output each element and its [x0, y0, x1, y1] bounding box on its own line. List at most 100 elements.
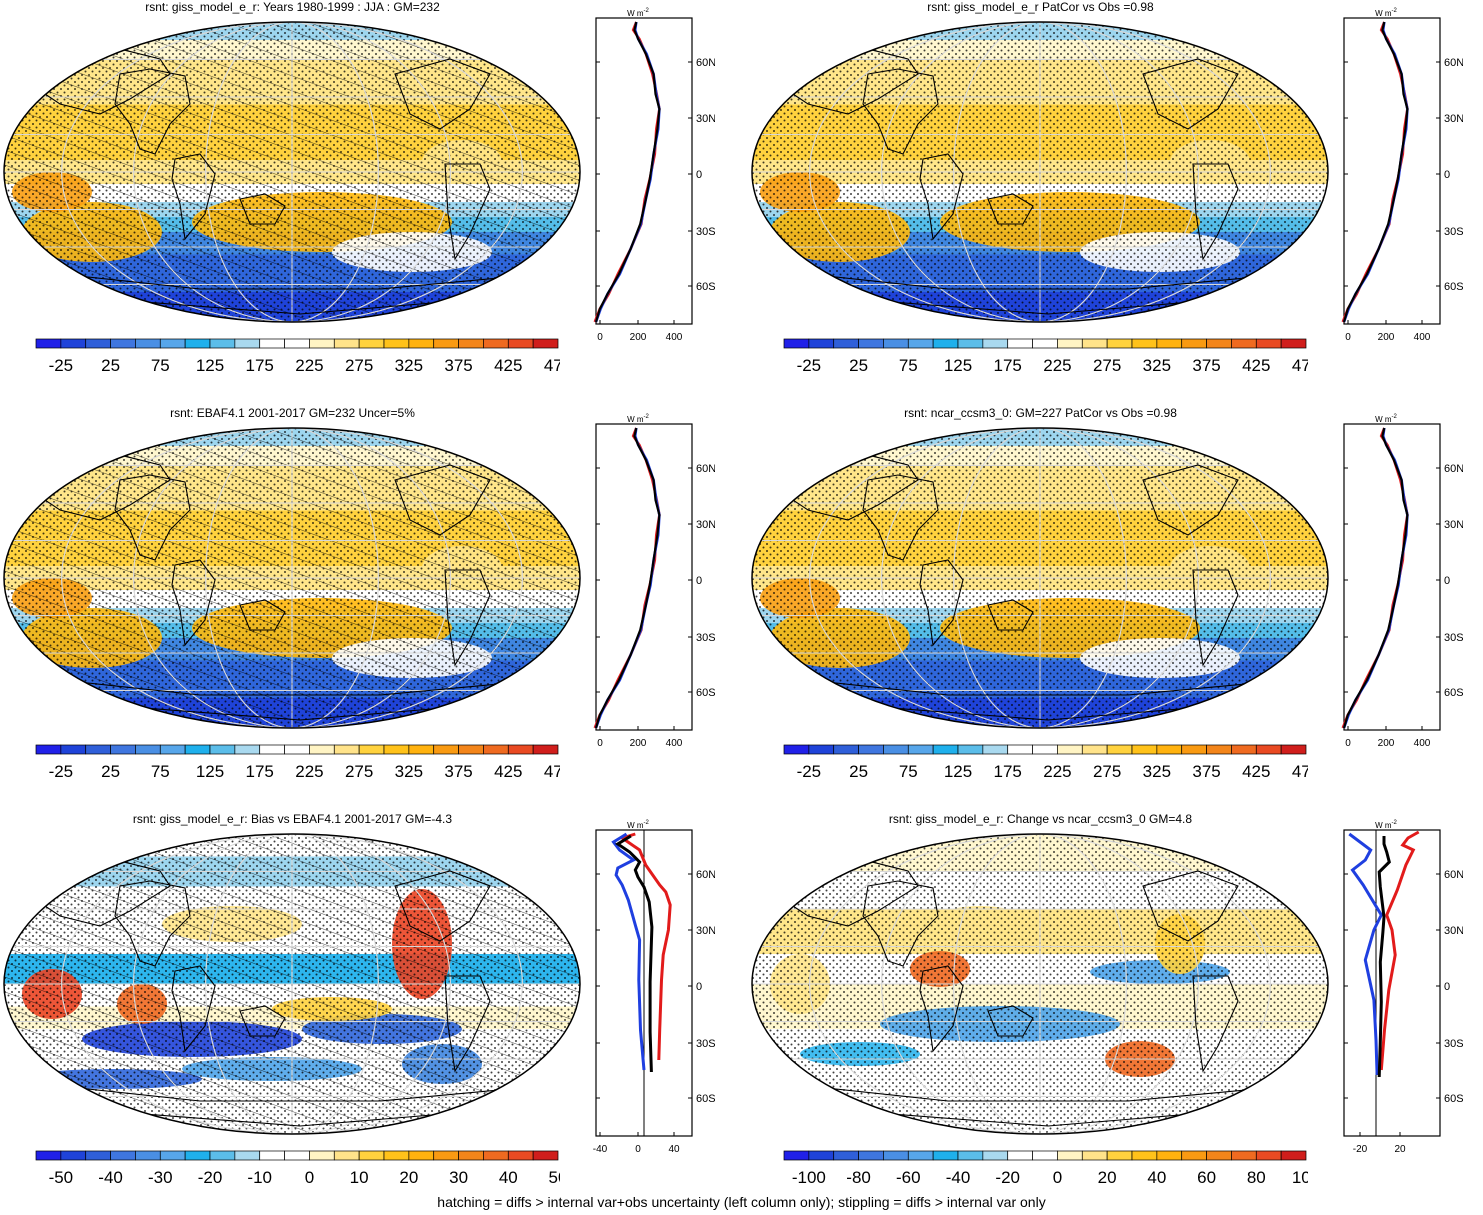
colorbar-swatch	[907, 338, 934, 349]
colorbar-swatch	[309, 338, 335, 349]
colorbar-swatch	[1131, 338, 1158, 349]
colorbar-swatch	[1032, 1150, 1058, 1161]
profile-unit: W m-2	[1375, 8, 1397, 18]
colorbar-swatch	[358, 1150, 385, 1161]
profile-x-tick-label: 0	[597, 332, 603, 343]
panel-title: rsnt: giss_model_e_r: Bias vs EBAF4.1 20…	[132, 812, 453, 826]
colorbar-label: -25	[49, 356, 74, 375]
colorbar-swatch	[60, 744, 87, 755]
colorbar-label: 475	[544, 356, 560, 375]
world-map	[751, 833, 1329, 1135]
colorbar-swatch	[234, 1150, 261, 1161]
colorbar-swatch	[1032, 744, 1058, 755]
colorbar-swatch	[1181, 338, 1207, 349]
zonal-mean-profile: W m-2 60N 30N 0 30S 60S 0 200 400	[593, 8, 715, 343]
colorbar-label: 60	[1197, 1168, 1216, 1187]
lat-tick-label: 30N	[1444, 519, 1463, 531]
colorbar-label: 425	[1242, 356, 1270, 375]
colorbar-swatch	[808, 1150, 835, 1161]
profile-unit: W m-2	[1375, 414, 1397, 424]
world-map	[3, 427, 581, 729]
colorbar-swatch	[1181, 744, 1207, 755]
colorbar-swatch	[1057, 744, 1083, 755]
colorbar-swatch	[135, 338, 161, 349]
panel-model-climatology: rsnt: giss_model_e_r: Years 1980-1999 : …	[0, 0, 720, 385]
colorbar: -50 -40 -30 -20 -10 0 10 20 30 40 50	[35, 1150, 560, 1187]
colorbar-swatch	[234, 338, 261, 349]
colorbar-swatch	[209, 338, 236, 349]
colorbar-label: 275	[1093, 762, 1121, 781]
colorbar-swatch	[85, 1150, 111, 1161]
colorbar-label: -25	[797, 356, 822, 375]
zonal-mean-profile: W m-2 60N 30N 0 30S 60S 0 200 400	[1341, 8, 1463, 343]
panel-title: rsnt: ncar_ccsm3_0: GM=227 PatCor vs Obs…	[904, 406, 1177, 420]
colorbar-swatch	[808, 338, 835, 349]
colorbar-swatch	[1280, 338, 1307, 349]
colorbar-label: 75	[151, 762, 170, 781]
profile-unit: W m-2	[1375, 820, 1397, 830]
colorbar-swatch	[783, 744, 810, 755]
colorbar-swatch	[1255, 1150, 1282, 1161]
colorbar-swatch	[284, 744, 310, 755]
colorbar-label: -60	[896, 1168, 921, 1187]
colorbar-label: 125	[944, 356, 972, 375]
colorbar-swatch	[1206, 744, 1232, 755]
colorbar-label: 25	[101, 762, 120, 781]
colorbar-swatch	[1081, 744, 1108, 755]
colorbar-swatch	[783, 1150, 810, 1161]
colorbar-swatch	[1131, 1150, 1158, 1161]
colorbar-label: 375	[1192, 356, 1220, 375]
colorbar-swatch	[1007, 1150, 1033, 1161]
lat-tick-label: 60S	[1444, 281, 1463, 293]
colorbar-swatch	[333, 744, 360, 755]
colorbar-swatch	[957, 338, 984, 349]
panel-title: rsnt: giss_model_e_r: Change vs ncar_ccs…	[888, 812, 1193, 826]
colorbar-label: 225	[295, 356, 323, 375]
colorbar-swatch	[60, 1150, 87, 1161]
colorbar-swatch	[1206, 1150, 1232, 1161]
colorbar-swatch	[433, 744, 459, 755]
colorbar-swatch	[284, 1150, 310, 1161]
colorbar-swatch	[408, 338, 435, 349]
colorbar-swatch	[35, 338, 62, 349]
colorbar-label: 25	[849, 356, 868, 375]
panel-bias: rsnt: giss_model_e_r: Bias vs EBAF4.1 20…	[0, 812, 720, 1197]
colorbar-swatch	[833, 338, 859, 349]
lat-tick-label: 30S	[1444, 1038, 1463, 1050]
colorbar-swatch	[259, 338, 285, 349]
colorbar-label: 425	[1242, 762, 1270, 781]
lat-tick-label: 30S	[696, 226, 715, 238]
colorbar-swatch	[858, 1150, 884, 1161]
colorbar: -25 25 75 125 175 225 275 325 375 425 475	[783, 744, 1308, 781]
colorbar-swatch	[1231, 338, 1257, 349]
colorbar-label: 125	[196, 762, 224, 781]
colorbar-label: 75	[899, 356, 918, 375]
colorbar-label: 375	[444, 356, 472, 375]
colorbar-swatch	[1106, 1150, 1133, 1161]
zonal-mean-profile: W m-2 60N 30N 0 30S 60S -20 20	[1343, 820, 1463, 1155]
lat-tick-label: 30N	[696, 113, 715, 125]
world-map	[3, 21, 581, 323]
colorbar-swatch	[458, 338, 484, 349]
lat-tick-label: 30S	[1444, 632, 1463, 644]
colorbar: -25 25 75 125 175 225 275 325 375 425 475	[35, 338, 560, 375]
zonal-mean-profile: W m-2 60N 30N 0 30S 60S 0 200 400	[1341, 414, 1463, 749]
colorbar-label: -30	[148, 1168, 173, 1187]
colorbar-label: 225	[295, 762, 323, 781]
colorbar-swatch	[982, 1150, 1009, 1161]
lat-tick-label: 30S	[696, 1038, 715, 1050]
colorbar-swatch	[1181, 1150, 1207, 1161]
colorbar-label: 225	[1043, 356, 1071, 375]
colorbar-swatch	[532, 744, 559, 755]
footer-note: hatching = diffs > internal var+obs unce…	[437, 1194, 1046, 1210]
profile-x-tick-label: 0	[1345, 332, 1351, 343]
panel-title: rsnt: giss_model_e_r: Years 1980-1999 : …	[145, 0, 440, 14]
colorbar-swatch	[483, 744, 509, 755]
colorbar-swatch	[1081, 1150, 1108, 1161]
colorbar-swatch	[234, 744, 261, 755]
colorbar-swatch	[135, 744, 161, 755]
colorbar-label: 475	[1292, 356, 1308, 375]
lat-tick-label: 0	[696, 981, 702, 993]
colorbar-label: 25	[849, 762, 868, 781]
panel-ref-model: rsnt: ncar_ccsm3_0: GM=227 PatCor vs Obs…	[748, 406, 1468, 791]
